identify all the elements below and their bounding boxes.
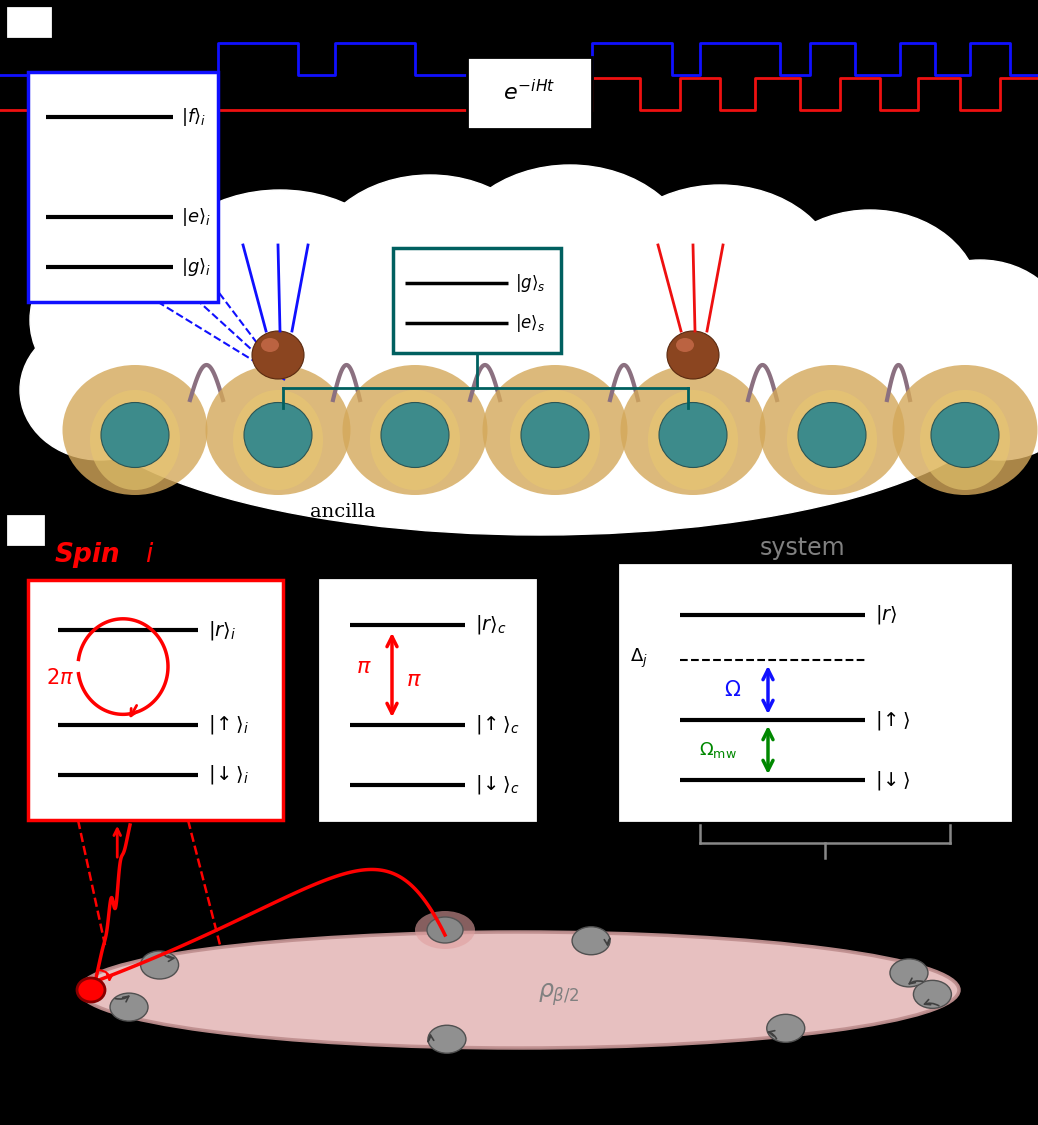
Ellipse shape: [140, 951, 179, 979]
Ellipse shape: [920, 319, 1038, 460]
Bar: [28, 580, 283, 820]
Ellipse shape: [621, 364, 765, 495]
Ellipse shape: [77, 978, 105, 1002]
Ellipse shape: [428, 1025, 466, 1053]
Ellipse shape: [151, 190, 410, 390]
Ellipse shape: [370, 390, 460, 490]
Text: $\rho_{\beta/2}$: $\rho_{\beta/2}$: [539, 982, 579, 1008]
Ellipse shape: [931, 403, 999, 468]
Ellipse shape: [890, 958, 928, 987]
Ellipse shape: [893, 364, 1038, 495]
Ellipse shape: [110, 993, 148, 1022]
Text: $|g\rangle_i$: $|g\rangle_i$: [181, 256, 211, 278]
Bar: [8, 516, 43, 544]
Text: $\Omega_{\rm mw}$: $\Omega_{\rm mw}$: [699, 740, 737, 760]
Ellipse shape: [445, 165, 695, 364]
Ellipse shape: [30, 229, 250, 410]
Ellipse shape: [206, 364, 351, 495]
Ellipse shape: [521, 403, 589, 468]
Bar: [28, 72, 218, 302]
Ellipse shape: [483, 364, 628, 495]
Ellipse shape: [310, 176, 550, 364]
Ellipse shape: [252, 331, 304, 379]
Ellipse shape: [261, 338, 279, 352]
Text: ancilla: ancilla: [310, 503, 376, 521]
Ellipse shape: [427, 917, 463, 943]
Ellipse shape: [760, 364, 904, 495]
Text: $i$: $i$: [145, 542, 155, 567]
Ellipse shape: [572, 927, 610, 955]
Bar: [393, 248, 561, 353]
Text: $|r\rangle_i$: $|r\rangle_i$: [208, 619, 236, 641]
Ellipse shape: [787, 390, 877, 490]
Ellipse shape: [101, 403, 169, 468]
Text: $2\pi$: $2\pi$: [46, 667, 74, 687]
Ellipse shape: [233, 390, 323, 490]
Text: $|\!\uparrow\rangle_c$: $|\!\uparrow\rangle_c$: [475, 713, 519, 737]
Ellipse shape: [760, 210, 980, 390]
Ellipse shape: [600, 184, 840, 375]
Ellipse shape: [798, 403, 866, 468]
Ellipse shape: [767, 1015, 804, 1042]
Ellipse shape: [381, 403, 449, 468]
Text: $|\!\uparrow\rangle_i$: $|\!\uparrow\rangle_i$: [208, 713, 249, 737]
Ellipse shape: [648, 390, 738, 490]
Text: $|g\rangle_s$: $|g\rangle_s$: [515, 272, 546, 294]
Ellipse shape: [676, 338, 694, 352]
Text: $\Delta_j$: $\Delta_j$: [630, 647, 648, 669]
Text: $|\!\downarrow\rangle$: $|\!\downarrow\rangle$: [875, 768, 910, 792]
Text: $\pi$: $\pi$: [356, 656, 372, 678]
Text: Spin: Spin: [55, 542, 120, 568]
Ellipse shape: [415, 911, 475, 950]
Text: system: system: [760, 536, 846, 560]
Ellipse shape: [244, 403, 312, 468]
Text: $|\!\downarrow\rangle_c$: $|\!\downarrow\rangle_c$: [475, 774, 519, 796]
Text: $\Omega$: $\Omega$: [725, 680, 741, 700]
Ellipse shape: [913, 980, 952, 1008]
Ellipse shape: [20, 319, 180, 460]
Ellipse shape: [667, 331, 719, 379]
Bar: [467, 57, 592, 129]
Ellipse shape: [79, 932, 959, 1048]
Text: $|e\rangle_i$: $|e\rangle_i$: [181, 206, 211, 228]
Ellipse shape: [510, 390, 600, 490]
Bar: [320, 580, 535, 820]
Ellipse shape: [70, 245, 1010, 536]
Text: $|e\rangle_s$: $|e\rangle_s$: [515, 312, 545, 334]
Bar: [8, 8, 50, 36]
Ellipse shape: [920, 390, 1010, 490]
Text: $|r\rangle_c$: $|r\rangle_c$: [475, 613, 507, 637]
Text: $|r\rangle$: $|r\rangle$: [875, 603, 898, 627]
Text: $|f\rangle_i$: $|f\rangle_i$: [181, 106, 207, 128]
Text: $e^{-iHt}$: $e^{-iHt}$: [503, 80, 555, 106]
Text: $|\!\uparrow\rangle$: $|\!\uparrow\rangle$: [875, 709, 910, 731]
Text: $|\!\downarrow\rangle_i$: $|\!\downarrow\rangle_i$: [208, 764, 249, 786]
Ellipse shape: [90, 390, 180, 490]
Ellipse shape: [659, 403, 727, 468]
Ellipse shape: [343, 364, 488, 495]
Ellipse shape: [62, 364, 208, 495]
Ellipse shape: [890, 260, 1038, 420]
Bar: [620, 565, 1010, 820]
Text: $\pi$: $\pi$: [406, 669, 421, 691]
